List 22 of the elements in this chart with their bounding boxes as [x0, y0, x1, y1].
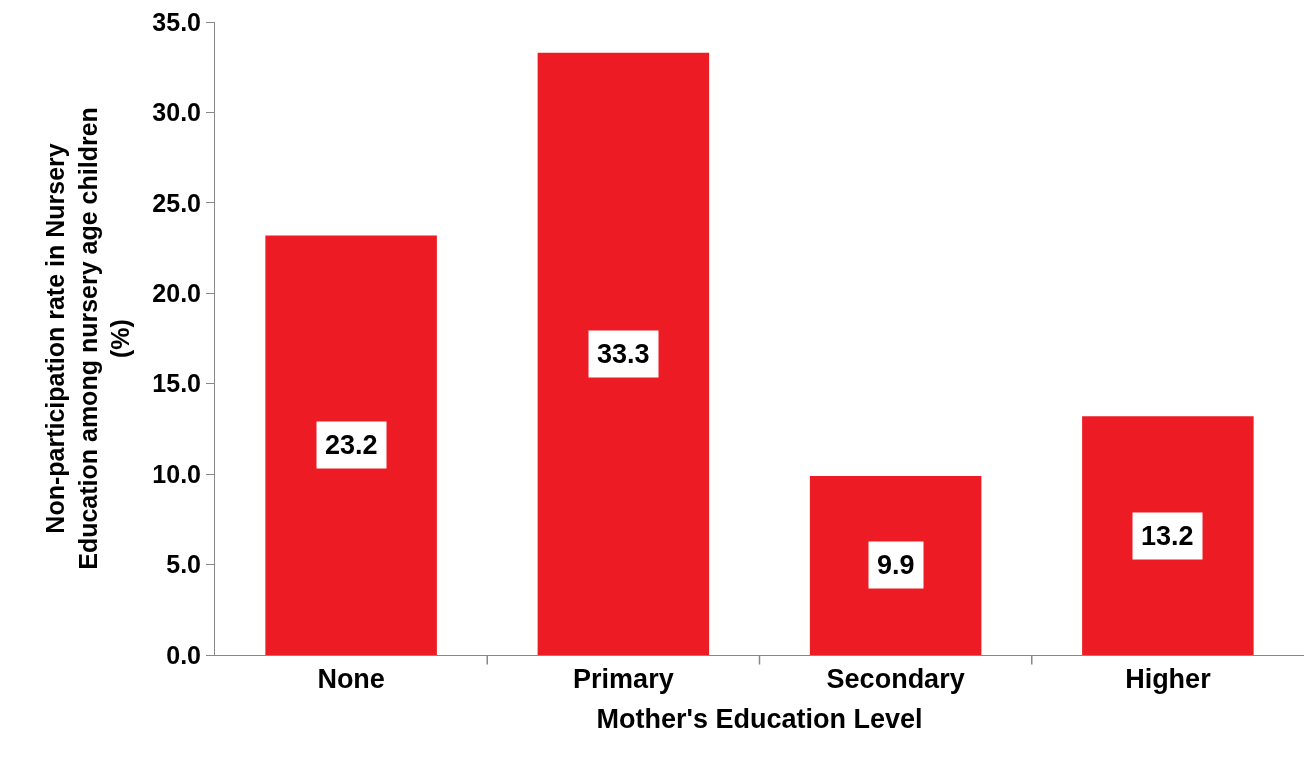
x-tick-label: Secondary: [826, 664, 965, 695]
bar: [537, 52, 710, 655]
y-tick-label: 0.0: [166, 640, 201, 669]
y-tick-label: 35.0: [152, 7, 201, 36]
y-axis-title: Non-participation rate in Nursery Education among nursery age children (%): [41, 107, 135, 570]
x-tick-label: Primary: [573, 664, 674, 695]
bar: [1082, 416, 1254, 655]
y-tick-label: 30.0: [152, 98, 201, 127]
y-tick-label: 25.0: [152, 188, 201, 217]
y-tick-label: 10.0: [152, 459, 201, 488]
y-tick-label: 15.0: [152, 369, 201, 398]
y-tick-label: 20.0: [152, 279, 201, 308]
y-tick-label: 5.0: [166, 550, 201, 579]
bar: [265, 235, 437, 655]
x-tick-label: Higher: [1125, 664, 1212, 695]
data-label: 23.2: [325, 430, 378, 460]
x-axis-title: Mother's Education Level: [596, 703, 923, 734]
x-tick-label: None: [317, 664, 385, 695]
bar: [809, 475, 982, 655]
data-label: 33.3: [597, 339, 650, 369]
data-label: 9.9: [877, 550, 915, 580]
data-label: 13.2: [1141, 521, 1194, 551]
